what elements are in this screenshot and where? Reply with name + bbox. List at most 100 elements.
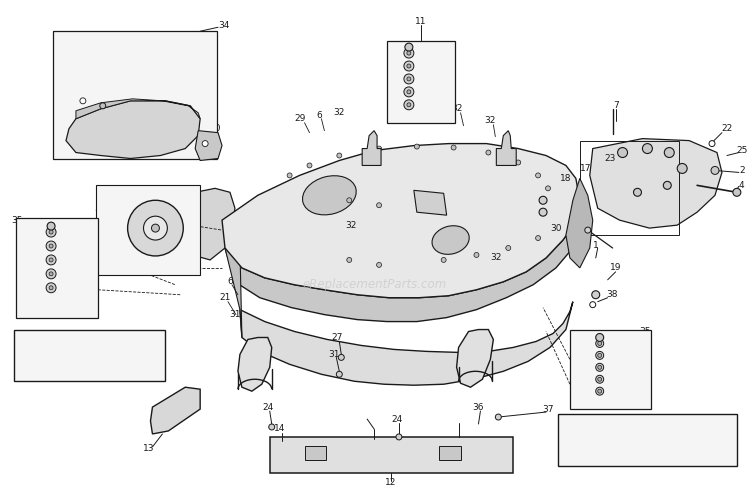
Circle shape xyxy=(407,51,411,55)
Polygon shape xyxy=(590,139,722,228)
Circle shape xyxy=(376,146,382,151)
Bar xyxy=(439,446,460,460)
Circle shape xyxy=(338,354,344,360)
Circle shape xyxy=(100,103,106,109)
Circle shape xyxy=(46,269,56,279)
Circle shape xyxy=(396,434,402,440)
Circle shape xyxy=(596,351,604,359)
Text: 8: 8 xyxy=(616,371,621,380)
Circle shape xyxy=(516,160,520,165)
Circle shape xyxy=(539,196,547,204)
Text: 33: 33 xyxy=(172,253,184,262)
Text: eReplacementParts.com: eReplacementParts.com xyxy=(302,278,446,291)
Polygon shape xyxy=(195,130,222,161)
Circle shape xyxy=(709,141,715,147)
Text: 16: 16 xyxy=(127,77,138,85)
Text: 1: 1 xyxy=(592,241,598,249)
Text: 46" - FRONT HOLE: 46" - FRONT HOLE xyxy=(40,336,140,346)
Circle shape xyxy=(711,166,719,174)
Circle shape xyxy=(46,283,56,293)
Circle shape xyxy=(598,366,602,370)
Bar xyxy=(14,329,166,381)
Circle shape xyxy=(486,150,490,155)
Text: 27: 27 xyxy=(332,333,343,342)
Text: 9: 9 xyxy=(106,250,112,259)
Text: 37: 37 xyxy=(542,405,554,413)
Circle shape xyxy=(404,100,414,110)
Circle shape xyxy=(152,224,160,232)
Text: 32: 32 xyxy=(26,257,38,266)
Circle shape xyxy=(664,148,674,158)
Text: 30: 30 xyxy=(209,124,220,133)
Circle shape xyxy=(414,144,419,149)
Circle shape xyxy=(539,208,547,216)
Circle shape xyxy=(307,163,312,168)
Bar xyxy=(16,218,98,318)
Circle shape xyxy=(404,61,414,71)
Circle shape xyxy=(474,252,479,257)
Text: 32: 32 xyxy=(26,273,38,283)
Text: 34: 34 xyxy=(218,21,229,30)
Polygon shape xyxy=(76,99,200,119)
Ellipse shape xyxy=(432,226,470,254)
Circle shape xyxy=(598,353,602,357)
Circle shape xyxy=(663,181,671,189)
Circle shape xyxy=(598,341,602,345)
Polygon shape xyxy=(222,220,242,337)
Circle shape xyxy=(585,227,591,233)
Circle shape xyxy=(536,173,541,178)
Text: 32: 32 xyxy=(63,226,74,235)
Text: 32: 32 xyxy=(451,104,462,113)
Text: 20: 20 xyxy=(120,188,131,197)
Text: 35: 35 xyxy=(11,216,22,225)
Circle shape xyxy=(287,173,292,178)
Polygon shape xyxy=(240,302,573,385)
Circle shape xyxy=(49,244,53,248)
Text: 38: 38 xyxy=(606,290,617,299)
Text: 13: 13 xyxy=(142,445,154,453)
Circle shape xyxy=(596,387,604,395)
Polygon shape xyxy=(151,387,200,434)
Circle shape xyxy=(80,98,86,104)
Circle shape xyxy=(592,291,600,299)
Circle shape xyxy=(405,43,412,51)
Text: 35: 35 xyxy=(640,327,651,336)
Circle shape xyxy=(404,74,414,84)
Bar xyxy=(387,41,454,123)
Text: 25: 25 xyxy=(736,146,748,155)
Circle shape xyxy=(404,48,414,58)
Text: 5: 5 xyxy=(106,221,112,230)
Circle shape xyxy=(336,371,342,377)
Circle shape xyxy=(49,272,53,276)
Bar xyxy=(270,437,513,473)
Text: 3: 3 xyxy=(26,226,32,235)
Circle shape xyxy=(49,230,53,234)
Circle shape xyxy=(128,200,183,256)
Circle shape xyxy=(590,302,596,308)
Text: 6: 6 xyxy=(316,111,322,120)
Circle shape xyxy=(536,236,541,241)
Text: 31: 31 xyxy=(328,350,340,359)
Circle shape xyxy=(598,389,602,393)
Polygon shape xyxy=(238,337,272,391)
Text: 32: 32 xyxy=(628,337,639,346)
Polygon shape xyxy=(176,188,235,260)
Bar xyxy=(570,329,652,409)
Bar xyxy=(304,446,326,460)
Text: 3: 3 xyxy=(427,54,433,64)
Circle shape xyxy=(596,339,604,347)
Circle shape xyxy=(596,333,604,341)
Bar xyxy=(580,141,680,235)
Circle shape xyxy=(46,255,56,265)
Text: 56" - REAR HOLE: 56" - REAR HOLE xyxy=(602,449,693,459)
Circle shape xyxy=(46,241,56,251)
Circle shape xyxy=(47,222,55,230)
Text: 24: 24 xyxy=(262,403,273,412)
Circle shape xyxy=(598,377,602,381)
Circle shape xyxy=(407,77,411,81)
Text: 50" - REAR HOLE: 50" - REAR HOLE xyxy=(44,350,135,361)
Text: 18: 18 xyxy=(560,174,572,183)
Circle shape xyxy=(376,262,382,267)
Text: 9: 9 xyxy=(427,90,433,99)
Text: 10: 10 xyxy=(103,236,115,245)
